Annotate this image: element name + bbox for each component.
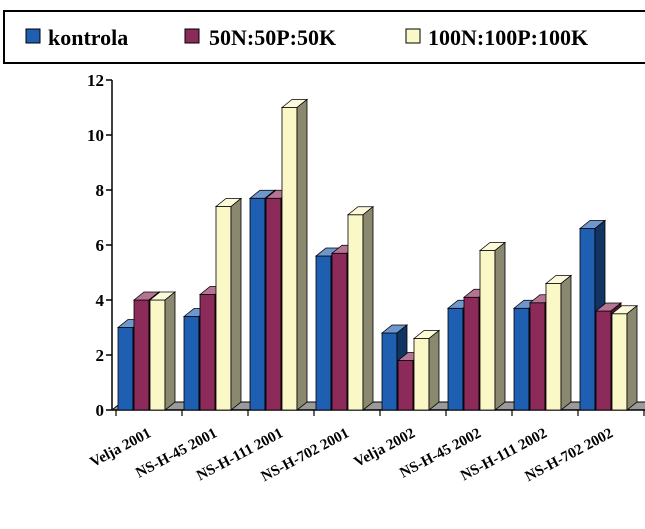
legend-frame xyxy=(3,10,645,64)
y-tick-label: 4 xyxy=(96,291,105,310)
legend-swatch-50n xyxy=(184,28,200,44)
bar-front xyxy=(265,197,282,411)
legend-label-100n: 100N:100P:100K xyxy=(428,25,588,50)
bar xyxy=(478,241,507,411)
y-tick-label: 2 xyxy=(96,346,105,365)
bar-front xyxy=(513,307,530,411)
bar-side xyxy=(428,329,440,411)
legend-swatch-100n xyxy=(405,28,421,44)
bar-front xyxy=(529,302,546,411)
bar-side xyxy=(494,241,506,411)
legend: kontrola 50N:50P:50K 100N:100P:100K xyxy=(3,10,645,64)
bar-front xyxy=(463,296,480,411)
bar-side xyxy=(296,98,308,411)
bar-front xyxy=(331,252,348,411)
bar xyxy=(544,274,573,411)
bar-front xyxy=(413,338,430,411)
y-tick-label: 6 xyxy=(96,236,105,255)
bar-front xyxy=(117,327,134,411)
bar-front xyxy=(315,255,332,411)
bar xyxy=(280,98,309,411)
bar-side xyxy=(230,197,242,411)
bar-side xyxy=(560,274,572,411)
bar-front xyxy=(381,332,398,411)
bar-front xyxy=(183,316,200,411)
bar-front xyxy=(249,197,266,411)
bar xyxy=(412,329,441,411)
bar-front xyxy=(545,283,562,411)
y-tick-label: 0 xyxy=(96,401,105,420)
bar-front xyxy=(133,299,150,411)
bars xyxy=(116,98,639,411)
bar-front xyxy=(479,250,496,411)
legend-label-50n: 50N:50P:50K xyxy=(209,25,336,50)
bar-side xyxy=(362,205,374,411)
y-tick-label: 10 xyxy=(87,126,104,145)
legend-swatch-kontrola xyxy=(25,28,41,44)
bar-front xyxy=(199,294,216,411)
bar-front xyxy=(149,299,166,411)
bar-front xyxy=(397,360,414,411)
y-tick-label: 12 xyxy=(87,71,104,90)
bar-side xyxy=(164,291,176,411)
bar-side xyxy=(626,304,638,411)
bar xyxy=(148,291,177,411)
bar-front xyxy=(347,214,364,411)
y-tick-label: 8 xyxy=(96,181,105,200)
bar-front xyxy=(215,206,232,411)
bar-front xyxy=(579,228,596,411)
bar xyxy=(346,205,375,411)
bar-front xyxy=(281,107,298,411)
legend-label-kontrola: kontrola xyxy=(48,25,128,50)
bar xyxy=(610,304,639,411)
bar-front xyxy=(611,313,628,411)
bar-front xyxy=(447,307,464,411)
bar xyxy=(214,197,243,411)
bar-front xyxy=(595,310,612,411)
